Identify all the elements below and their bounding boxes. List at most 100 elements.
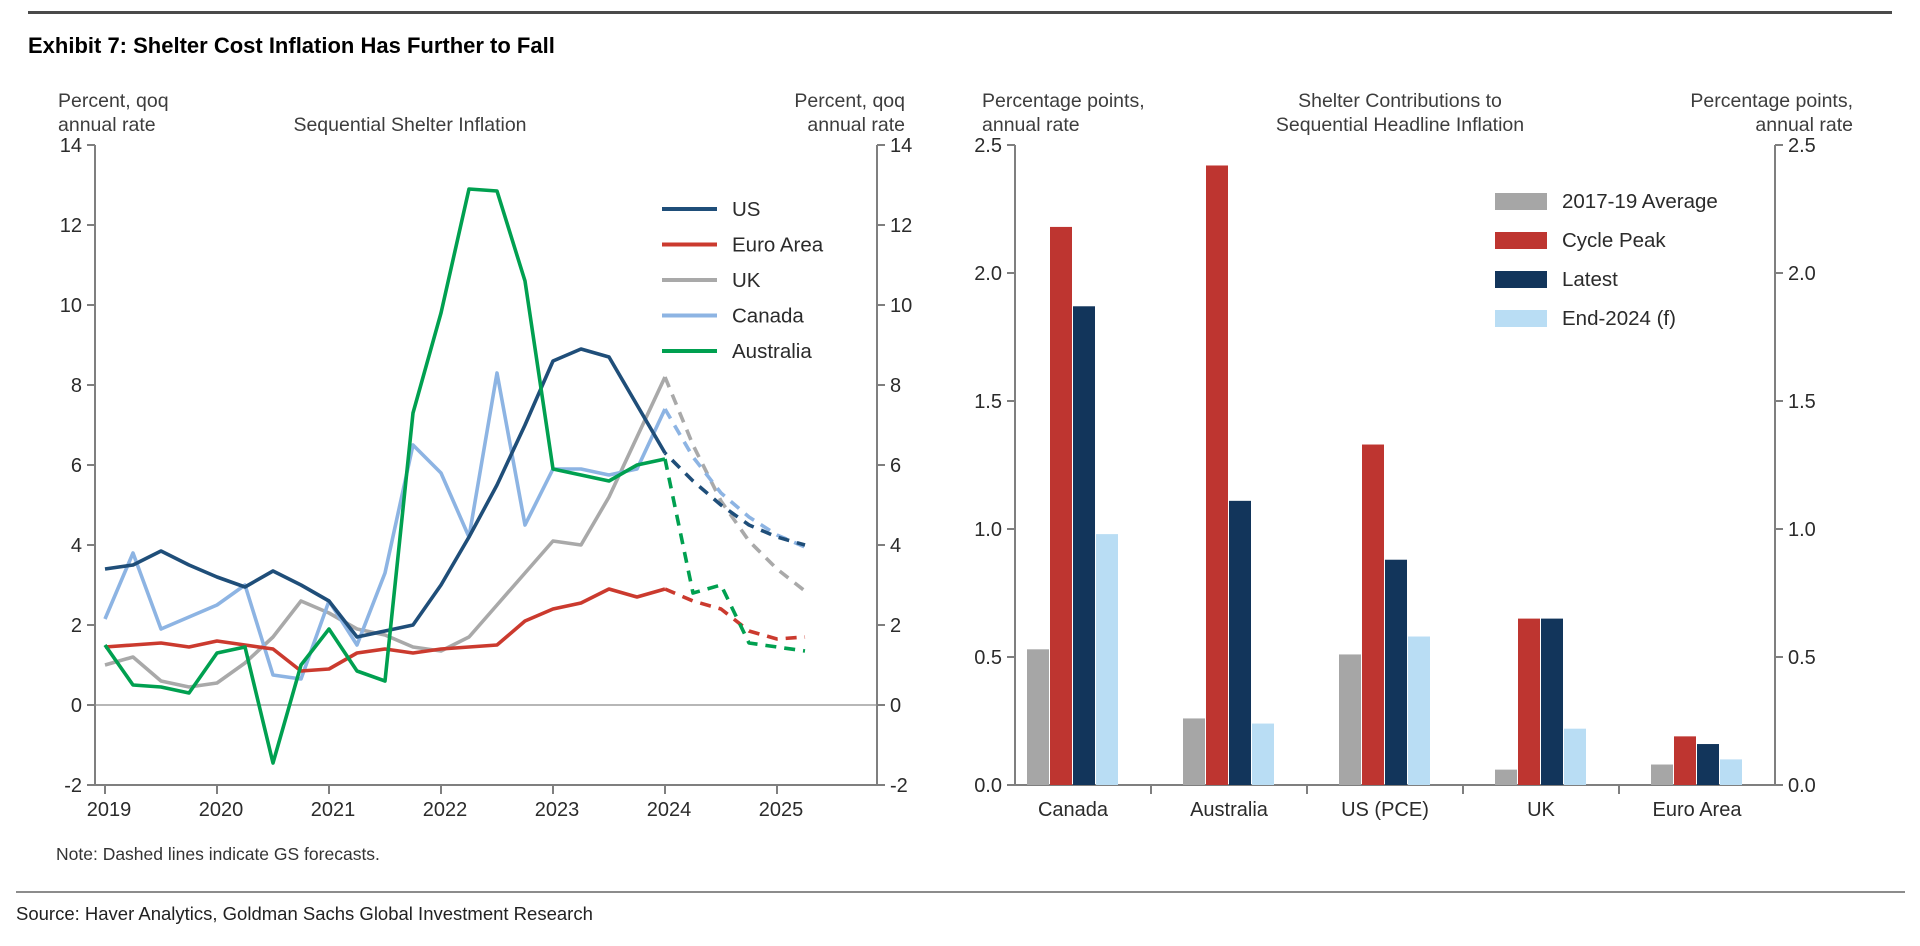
y-tick-label-right: 2.5 xyxy=(1788,135,1816,157)
y-tick-label-left: 2.5 xyxy=(974,135,1002,157)
bar-australia-cycle-peak xyxy=(1206,165,1228,786)
x-tick-label: 2023 xyxy=(535,799,580,821)
bar-group-euro-area xyxy=(1651,736,1742,785)
legend-label: 2017-19 Average xyxy=(1562,190,1718,213)
series-line-forecast-dashed xyxy=(664,587,806,641)
bar-group-canada xyxy=(1027,226,1118,786)
line-chart-left-axis-header: annual rate xyxy=(58,114,156,136)
x-tick-label: 2022 xyxy=(423,799,468,821)
bar-chart-title: Sequential Headline Inflation xyxy=(1276,114,1524,136)
y-tick-label-left: 0.0 xyxy=(974,775,1002,797)
bar-chart-left-axis-header: Percentage points, xyxy=(982,90,1145,112)
series-line-solid xyxy=(103,187,666,765)
line-chart-title: Sequential Shelter Inflation xyxy=(293,114,526,136)
bar-euro-area-end-2024-f xyxy=(1720,759,1742,785)
legend-label: Cycle Peak xyxy=(1562,229,1666,252)
legend-item-cycle-peak: Cycle Peak xyxy=(1495,229,1666,252)
y-tick-label-left: 8 xyxy=(71,375,82,397)
y-tick-label-left: 0 xyxy=(71,695,82,717)
y-tick-label-left: 14 xyxy=(60,135,82,157)
series-uk xyxy=(104,376,807,689)
bar-uk-cycle-peak xyxy=(1518,618,1540,785)
series-line-solid xyxy=(104,347,667,639)
x-category-label: UK xyxy=(1527,799,1555,821)
legend-item-end-2024-f: End-2024 (f) xyxy=(1495,307,1676,330)
y-tick-label-right: 8 xyxy=(890,375,901,397)
legend-swatch xyxy=(1495,310,1547,327)
legend-item-canada: Canada xyxy=(662,305,804,328)
bar-australia-2017-19-average xyxy=(1183,718,1205,785)
bar-uk-2017-19-average xyxy=(1495,769,1517,785)
series-line-solid xyxy=(104,587,666,673)
bar-us-pce-end-2024-f xyxy=(1408,636,1430,785)
line-chart-left-axis-header: Percent, qoq xyxy=(58,90,169,112)
y-tick-label-left: -2 xyxy=(64,775,82,797)
legend-label: Canada xyxy=(732,305,804,328)
series-line-forecast-dashed xyxy=(663,408,806,549)
source-line: Source: Haver Analytics, Goldman Sachs G… xyxy=(16,903,593,924)
x-category-label: Australia xyxy=(1190,799,1269,821)
y-tick-label-left: 6 xyxy=(71,455,82,477)
legend-item-euro-area: Euro Area xyxy=(662,234,824,257)
legend-label: Australia xyxy=(732,340,812,363)
series-us xyxy=(104,347,806,639)
y-tick-label-left: 0.5 xyxy=(974,647,1002,669)
legend-label: US xyxy=(732,198,760,221)
y-tick-label-left: 2 xyxy=(71,615,82,637)
legend-label: Euro Area xyxy=(732,234,824,257)
bar-chart-title: Shelter Contributions to xyxy=(1298,90,1502,112)
bar-chart-right-axis-header: annual rate xyxy=(1755,114,1853,136)
series-line-forecast-dashed xyxy=(663,451,806,547)
bar-australia-latest xyxy=(1229,500,1251,785)
series-canada xyxy=(103,371,806,681)
y-tick-label-right: 6 xyxy=(890,455,901,477)
legend-swatch xyxy=(1495,232,1547,249)
series-line-forecast-dashed xyxy=(663,458,806,653)
y-tick-label-right: -2 xyxy=(890,775,908,797)
x-tick-label: 2021 xyxy=(311,799,356,821)
legend-swatch xyxy=(1495,193,1547,210)
legend-swatch xyxy=(1495,271,1547,288)
series-australia xyxy=(103,187,806,765)
legend-label: Latest xyxy=(1562,268,1618,291)
y-tick-label-left: 1.5 xyxy=(974,391,1002,413)
line-chart-right-axis-header: annual rate xyxy=(807,114,905,136)
series-line-solid xyxy=(104,376,667,689)
bar-us-pce-latest xyxy=(1385,559,1407,785)
legend-label: End-2024 (f) xyxy=(1562,307,1676,330)
series-line-solid xyxy=(103,371,667,681)
y-tick-label-left: 2.0 xyxy=(974,263,1002,285)
legend-item-uk: UK xyxy=(662,269,761,292)
x-category-label: Canada xyxy=(1038,799,1109,821)
bar-australia-end-2024-f xyxy=(1252,723,1274,785)
y-tick-label-right: 0 xyxy=(890,695,901,717)
legend-item-2017-19-average: 2017-19 Average xyxy=(1495,190,1718,213)
y-tick-label-right: 1.0 xyxy=(1788,519,1816,541)
y-tick-label-right: 0.5 xyxy=(1788,647,1816,669)
y-tick-label-right: 0.0 xyxy=(1788,775,1816,797)
bar-uk-latest xyxy=(1541,618,1563,785)
bar-uk-end-2024-f xyxy=(1564,728,1586,785)
bar-euro-area-2017-19-average xyxy=(1651,764,1673,785)
y-tick-label-left: 4 xyxy=(71,535,82,557)
bar-canada-end-2024-f xyxy=(1096,534,1118,785)
y-tick-label-left: 12 xyxy=(60,215,82,237)
bar-chart-right-axis-header: Percentage points, xyxy=(1690,90,1853,112)
legend-item-australia: Australia xyxy=(662,340,812,363)
x-category-label: US (PCE) xyxy=(1341,799,1429,821)
y-tick-label-right: 4 xyxy=(890,535,901,557)
series-line-forecast-dashed xyxy=(663,376,807,593)
x-tick-label: 2020 xyxy=(199,799,244,821)
x-tick-label: 2024 xyxy=(647,799,692,821)
top-divider xyxy=(28,11,1892,14)
legend-item-us: US xyxy=(662,198,760,221)
bar-canada-latest xyxy=(1073,306,1095,785)
x-tick-label: 2025 xyxy=(759,799,804,821)
bar-us-pce-cycle-peak xyxy=(1362,444,1384,785)
bar-us-pce-2017-19-average xyxy=(1339,654,1361,785)
bottom-divider xyxy=(16,891,1905,893)
legend-item-latest: Latest xyxy=(1495,268,1618,291)
